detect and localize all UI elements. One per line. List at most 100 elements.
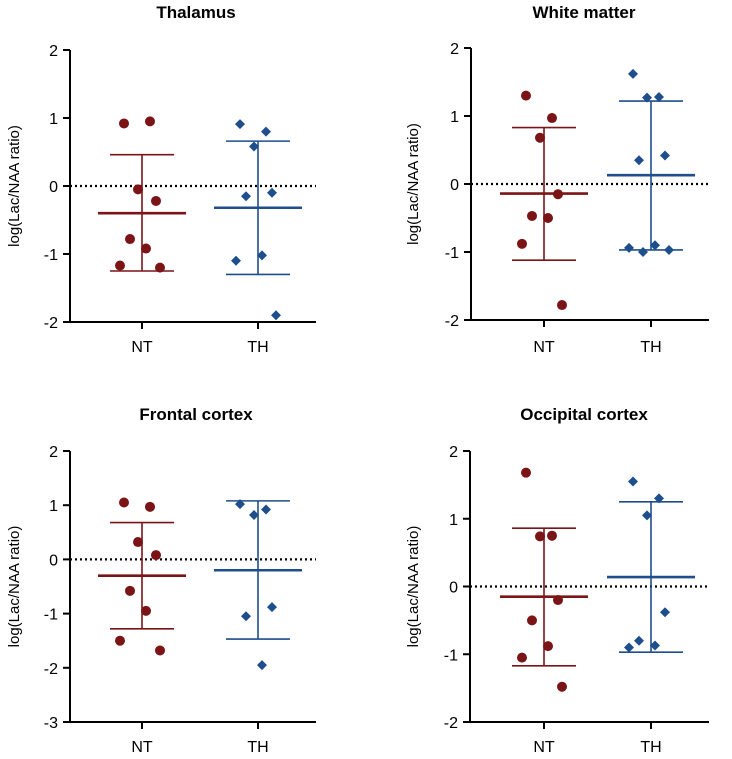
data-point-nt: [557, 681, 567, 692]
chart-title: White matter: [533, 3, 636, 22]
data-point-nt: [145, 501, 155, 512]
y-tick-label: 1: [49, 111, 58, 128]
data-point-nt: [141, 605, 151, 616]
y-axis-label: log(Lac/NAA ratio): [405, 123, 422, 245]
data-point-nt: [535, 132, 545, 143]
y-axis-label: log(Lac/NAA ratio): [6, 125, 23, 247]
data-point-th: [650, 240, 660, 251]
data-point-th: [249, 509, 259, 520]
y-tick-label: -1: [444, 647, 458, 664]
data-point-th: [249, 141, 259, 152]
data-point-nt: [125, 234, 135, 245]
data-point-th: [638, 247, 648, 257]
chart-title: Occipital cortex: [520, 405, 648, 424]
data-point-nt: [133, 537, 143, 548]
x-category-label: NT: [533, 339, 555, 356]
y-tick-label: -1: [445, 245, 459, 262]
data-point-nt: [119, 118, 129, 129]
y-tick-label: 0: [49, 179, 58, 196]
data-point-nt: [521, 467, 531, 478]
data-point-nt: [115, 635, 125, 646]
y-axis-label: log(Lac/NAA ratio): [6, 526, 23, 648]
data-point-nt: [557, 300, 567, 311]
data-point-th: [257, 660, 267, 671]
data-point-th: [267, 602, 277, 613]
chart-title: Frontal cortex: [139, 405, 253, 424]
data-point-th: [654, 493, 664, 504]
chart-panel: Occipital cortex log(Lac/NAA ratio) 2 1 0 -1 -…: [405, 405, 709, 756]
data-point-th: [261, 126, 271, 137]
data-point-nt: [115, 260, 125, 271]
data-point-nt: [535, 531, 545, 542]
y-tick-label: 0: [450, 177, 459, 194]
y-tick-label: -1: [44, 607, 58, 624]
data-point-th: [628, 476, 638, 487]
y-tick-label: 1: [450, 109, 459, 126]
data-point-nt: [547, 530, 557, 541]
data-point-th: [660, 607, 670, 618]
data-point-nt: [547, 113, 557, 124]
data-point-th: [664, 244, 674, 255]
data-point-nt: [543, 641, 553, 652]
data-point-nt: [543, 213, 553, 223]
data-point-nt: [141, 243, 151, 254]
y-tick-label: 1: [449, 512, 458, 529]
data-point-th: [271, 310, 281, 321]
x-category-label: TH: [640, 739, 661, 756]
y-tick-label: -2: [445, 313, 459, 330]
data-point-th: [642, 92, 652, 103]
data-point-th: [654, 91, 664, 102]
y-tick-label: 0: [49, 552, 58, 569]
x-category-label: TH: [247, 339, 268, 356]
data-point-th: [628, 68, 638, 79]
chart-title: Thalamus: [156, 3, 235, 22]
data-point-th: [642, 510, 652, 521]
y-tick-label: 2: [449, 444, 458, 461]
chart-panel: Thalamus log(Lac/NAA ratio) 2 1 0 -1 -2 NT TH: [6, 3, 316, 356]
x-category-label: NT: [533, 739, 555, 756]
data-point-nt: [553, 189, 563, 200]
data-point-th: [235, 499, 245, 510]
chart-panel: Frontal cortex log(Lac/NAA ratio) 2 1 0 -1 -2 -…: [6, 405, 316, 756]
data-point-th: [231, 255, 241, 266]
y-tick-label: -1: [44, 247, 58, 264]
y-tick-label: -3: [44, 715, 58, 732]
data-point-th: [650, 640, 660, 651]
x-category-label: TH: [640, 339, 661, 356]
y-tick-label: 2: [49, 444, 58, 461]
data-point-nt: [553, 595, 563, 606]
data-point-nt: [133, 184, 143, 195]
data-point-th: [261, 504, 271, 515]
data-point-th: [634, 635, 644, 646]
data-point-nt: [527, 210, 537, 221]
y-tick-label: -2: [444, 715, 458, 732]
y-tick-label: 0: [449, 580, 458, 597]
data-point-nt: [119, 497, 129, 508]
data-point-th: [660, 150, 670, 161]
y-tick-label: -2: [44, 661, 58, 678]
data-point-nt: [155, 262, 165, 273]
chart-panel: White matter log(Lac/NAA ratio) 2 1 0 -1 -2 NT T…: [405, 3, 709, 356]
data-point-th: [241, 611, 251, 622]
data-point-nt: [527, 615, 537, 626]
x-category-label: NT: [131, 339, 153, 356]
y-tick-label: -2: [44, 315, 58, 332]
data-point-nt: [155, 645, 165, 656]
data-point-nt: [145, 116, 155, 127]
y-tick-label: 1: [49, 498, 58, 515]
data-point-th: [624, 242, 634, 253]
data-point-th: [241, 191, 251, 202]
data-point-nt: [125, 585, 135, 596]
data-point-th: [267, 187, 277, 198]
data-point-nt: [517, 238, 527, 249]
data-point-nt: [521, 90, 531, 101]
data-point-th: [634, 155, 644, 166]
y-axis-label: log(Lac/NAA ratio): [405, 526, 422, 648]
x-category-label: TH: [247, 739, 268, 756]
data-point-th: [235, 119, 245, 130]
y-tick-label: 2: [49, 43, 58, 60]
data-point-nt: [151, 550, 161, 561]
data-point-nt: [517, 652, 527, 663]
data-point-th: [624, 642, 634, 653]
